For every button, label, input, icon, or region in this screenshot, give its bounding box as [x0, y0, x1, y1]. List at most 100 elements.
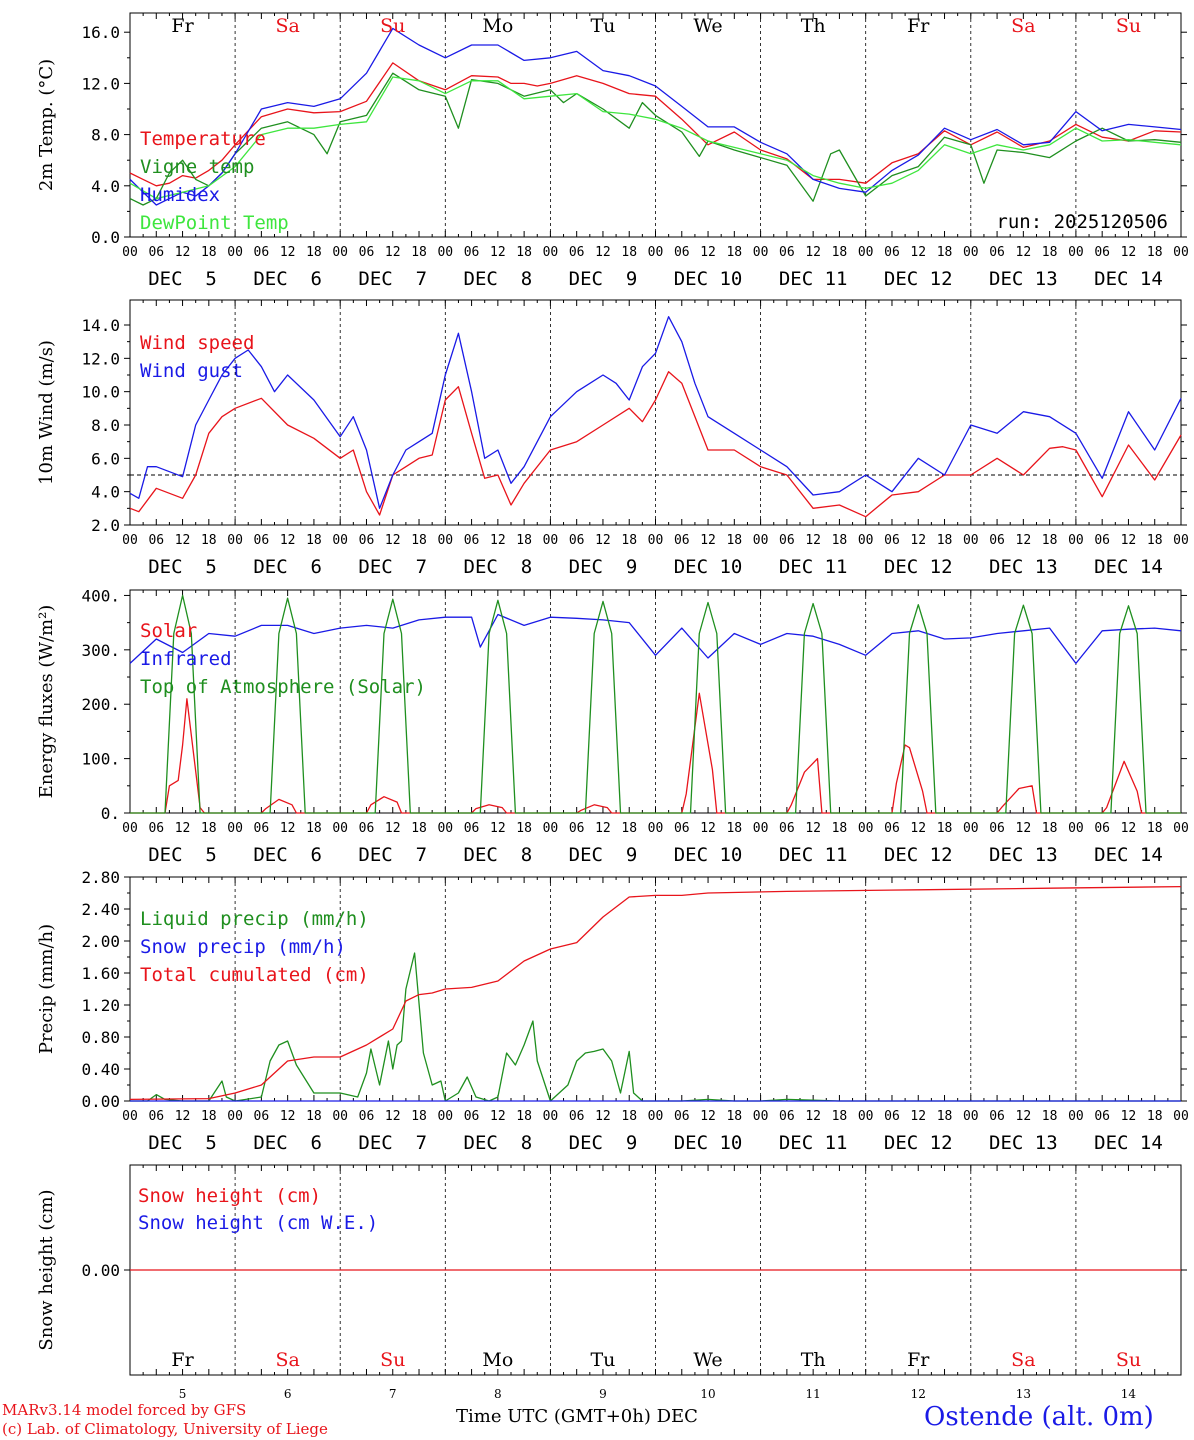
hour-label: 00	[858, 821, 874, 836]
hour-label: 00	[648, 533, 664, 548]
day-date-label: DEC 5	[148, 556, 217, 578]
run-label: run: 2025120506	[996, 211, 1168, 233]
day-date-label: DEC 12	[884, 1132, 953, 1154]
x-axis-title: Time UTC (GMT+0h) DEC	[456, 1406, 698, 1427]
hour-label: 06	[569, 1109, 585, 1124]
hour-label: 06	[884, 1109, 900, 1124]
day-date-label: DEC 13	[989, 556, 1058, 578]
hour-label: 00	[963, 821, 979, 836]
hour-label: 06	[1094, 1109, 1110, 1124]
weekday-label-top: Mo	[482, 15, 513, 37]
hour-label: 18	[1147, 245, 1163, 260]
day-date-label: DEC 10	[674, 556, 743, 578]
hour-label: 06	[989, 245, 1005, 260]
hour-label: 06	[254, 245, 270, 260]
day-date-label: DEC 14	[1094, 556, 1163, 578]
day-date-label: DEC 5	[148, 1132, 217, 1154]
hour-label: 06	[884, 533, 900, 548]
y-tick-label: 4.0	[91, 483, 120, 502]
hour-label: 12	[175, 1109, 191, 1124]
series-line-solar	[130, 692, 1181, 814]
hour-label: 12	[1121, 821, 1137, 836]
hour-label: 12	[385, 533, 401, 548]
station-label: Ostende (alt. 0m)	[924, 1402, 1154, 1432]
weekday-label-bottom: Fr	[907, 1349, 930, 1371]
day-number-label: 11	[806, 1387, 821, 1401]
y-tick-label: 4.0	[91, 177, 120, 196]
hour-label: 06	[1094, 533, 1110, 548]
hour-label: 06	[359, 1109, 375, 1124]
hour-label: 06	[359, 245, 375, 260]
hour-label: 18	[306, 245, 322, 260]
hour-label: 00	[227, 245, 243, 260]
hour-label: 18	[1042, 533, 1058, 548]
weekday-label-top: Th	[801, 15, 826, 37]
credit-line-2: (c) Lab. of Climatology, University of L…	[2, 1420, 328, 1438]
hour-label: 06	[254, 821, 270, 836]
hour-label: 12	[700, 245, 716, 260]
day-date-label: DEC 8	[464, 268, 533, 290]
y-tick-label: 6.0	[91, 449, 120, 468]
hour-label: 00	[1173, 1109, 1189, 1124]
y-axis-title: 2m Temp. (°C)	[36, 59, 57, 191]
hour-label: 18	[937, 245, 953, 260]
series-line-top-of-atmosphere-solar-	[130, 594, 1181, 814]
day-date-label: DEC 6	[253, 268, 322, 290]
hour-label: 12	[700, 821, 716, 836]
y-tick-label: 12.0	[81, 74, 120, 93]
hour-label: 06	[148, 245, 164, 260]
hour-label: 06	[464, 533, 480, 548]
hour-label: 12	[910, 245, 926, 260]
hour-label: 00	[753, 533, 769, 548]
hour-label: 06	[569, 245, 585, 260]
day-date-label: DEC 12	[884, 844, 953, 866]
hour-label: 00	[122, 821, 138, 836]
weekday-label-top: Fr	[171, 15, 194, 37]
hour-label: 18	[726, 821, 742, 836]
day-date-label: DEC 5	[148, 844, 217, 866]
hour-label: 00	[858, 1109, 874, 1124]
legend-entry: Snow precip (mm/h)	[140, 936, 346, 958]
hour-label: 18	[1147, 821, 1163, 836]
hour-label: 06	[989, 1109, 1005, 1124]
weekday-label-top: Tu	[590, 15, 615, 37]
hour-label: 06	[464, 821, 480, 836]
y-tick-label: 14.0	[81, 316, 120, 335]
hour-label: 00	[753, 821, 769, 836]
hour-label: 06	[148, 821, 164, 836]
hour-label: 18	[411, 533, 427, 548]
hour-label: 12	[595, 1109, 611, 1124]
hour-label: 00	[858, 533, 874, 548]
hour-label: 12	[385, 245, 401, 260]
weekday-label-bottom: Fr	[171, 1349, 194, 1371]
hour-label: 12	[490, 1109, 506, 1124]
y-axis-title: Energy fluxes (W/m²)	[36, 605, 57, 799]
legend-entry: Humidex	[140, 184, 220, 206]
hour-label: 18	[201, 533, 217, 548]
hour-label: 06	[989, 821, 1005, 836]
hour-label: 00	[963, 245, 979, 260]
hour-label: 12	[280, 533, 296, 548]
hour-label: 18	[726, 1109, 742, 1124]
hour-label: 00	[227, 821, 243, 836]
day-date-label: DEC 12	[884, 268, 953, 290]
day-number-label: 12	[911, 1387, 926, 1401]
hour-label: 06	[569, 533, 585, 548]
day-date-label: DEC 8	[464, 1132, 533, 1154]
plot-frame	[129, 12, 1182, 238]
day-date-label: DEC 13	[989, 844, 1058, 866]
legend-entry: Wind gust	[140, 360, 243, 382]
day-date-label: DEC 10	[674, 268, 743, 290]
hour-label: 12	[175, 533, 191, 548]
y-tick-label: 0.40	[81, 1060, 120, 1079]
hour-label: 00	[332, 1109, 348, 1124]
y-tick-label: 0.0	[91, 228, 120, 247]
hour-label: 06	[359, 821, 375, 836]
day-date-label: DEC 6	[253, 556, 322, 578]
hour-label: 18	[201, 1109, 217, 1124]
y-tick-label: 2.0	[91, 516, 120, 535]
hour-label: 00	[437, 821, 453, 836]
panel-energy: 0. 100. 200. 300. 400. Energy fluxes (W/m²) So…	[36, 586, 1189, 866]
day-date-label: DEC 11	[779, 268, 848, 290]
